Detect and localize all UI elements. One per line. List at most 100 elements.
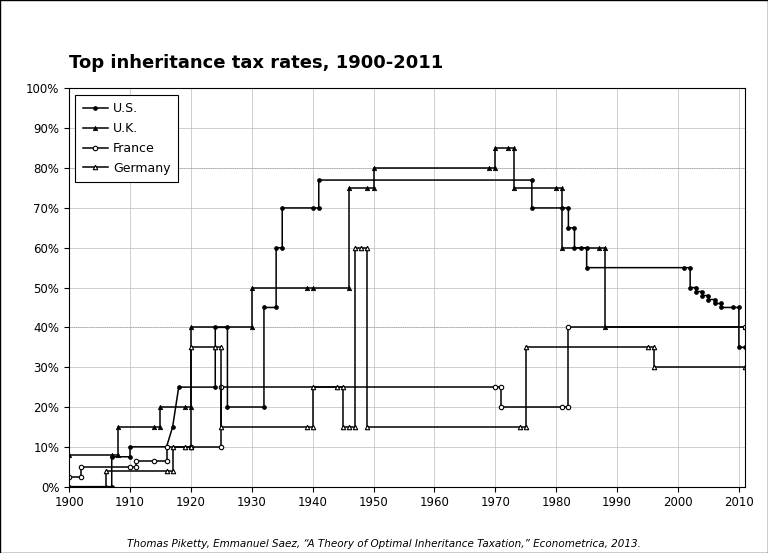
U.K.: [740, 324, 750, 331]
France: [187, 444, 196, 450]
U.S.: [582, 264, 591, 271]
U.K.: [601, 244, 610, 251]
Germany: [187, 344, 196, 351]
U.S.: [698, 292, 707, 299]
U.K.: [107, 451, 116, 458]
U.S.: [564, 205, 573, 211]
Germany: [362, 424, 372, 430]
France: [558, 404, 567, 410]
Germany: [649, 344, 658, 351]
U.S.: [716, 300, 725, 307]
Germany: [351, 244, 360, 251]
U.S.: [210, 384, 220, 390]
France: [131, 457, 141, 464]
U.S.: [734, 304, 743, 311]
U.K.: [485, 165, 494, 171]
Germany: [65, 483, 74, 490]
U.S.: [314, 205, 323, 211]
U.S.: [582, 244, 591, 251]
U.S.: [558, 205, 567, 211]
U.S.: [703, 292, 713, 299]
Germany: [210, 344, 220, 351]
U.S.: [703, 296, 713, 303]
Line: France: France: [67, 325, 747, 479]
Germany: [521, 424, 531, 430]
U.S.: [308, 205, 317, 211]
Germany: [362, 244, 372, 251]
U.K.: [65, 451, 74, 458]
France: [491, 384, 500, 390]
Line: U.S.: U.S.: [67, 178, 747, 489]
Germany: [521, 344, 531, 351]
Germany: [101, 483, 111, 490]
U.K.: [558, 244, 567, 251]
U.K.: [594, 244, 604, 251]
U.S.: [168, 424, 177, 430]
U.S.: [210, 324, 220, 331]
France: [217, 384, 226, 390]
U.K.: [558, 185, 567, 191]
Germany: [345, 424, 354, 430]
Germany: [308, 424, 317, 430]
France: [131, 463, 141, 470]
U.S.: [716, 304, 725, 311]
U.K.: [491, 145, 500, 152]
Germany: [187, 444, 196, 450]
France: [162, 457, 171, 464]
U.S.: [65, 483, 74, 490]
U.K.: [369, 185, 378, 191]
U.K.: [150, 424, 159, 430]
U.S.: [734, 344, 743, 351]
U.K.: [156, 404, 165, 410]
U.K.: [113, 424, 122, 430]
France: [65, 473, 74, 480]
U.K.: [369, 165, 378, 171]
Line: Germany: Germany: [67, 246, 747, 489]
Germany: [162, 467, 171, 474]
Text: Top inheritance tax rates, 1900-2011: Top inheritance tax rates, 1900-2011: [69, 54, 443, 72]
U.K.: [345, 284, 354, 291]
U.S.: [223, 404, 232, 410]
U.S.: [125, 444, 134, 450]
U.S.: [576, 244, 585, 251]
Germany: [351, 424, 360, 430]
Germany: [515, 424, 525, 430]
France: [564, 324, 573, 331]
U.S.: [272, 244, 281, 251]
France: [217, 444, 226, 450]
U.S.: [260, 404, 269, 410]
Germany: [308, 384, 317, 390]
U.S.: [277, 244, 286, 251]
U.K.: [187, 404, 196, 410]
U.S.: [710, 296, 719, 303]
Germany: [333, 384, 342, 390]
France: [497, 384, 506, 390]
Germany: [643, 344, 652, 351]
Germany: [339, 424, 348, 430]
U.S.: [680, 264, 689, 271]
U.S.: [686, 284, 695, 291]
U.K.: [187, 324, 196, 331]
U.S.: [314, 177, 323, 184]
U.S.: [698, 288, 707, 295]
U.K.: [180, 404, 190, 410]
U.K.: [113, 451, 122, 458]
U.S.: [107, 483, 116, 490]
Legend: U.S., U.K., France, Germany: U.S., U.K., France, Germany: [75, 95, 178, 182]
U.K.: [156, 424, 165, 430]
U.S.: [710, 300, 719, 307]
Germany: [168, 467, 177, 474]
U.S.: [570, 244, 579, 251]
Germany: [101, 467, 111, 474]
U.S.: [125, 453, 134, 460]
U.K.: [247, 284, 257, 291]
Germany: [649, 364, 658, 371]
France: [125, 463, 134, 470]
France: [497, 404, 506, 410]
France: [77, 473, 86, 480]
U.S.: [174, 384, 184, 390]
Germany: [740, 364, 750, 371]
U.K.: [601, 324, 610, 331]
U.S.: [692, 284, 701, 291]
Germany: [357, 244, 366, 251]
